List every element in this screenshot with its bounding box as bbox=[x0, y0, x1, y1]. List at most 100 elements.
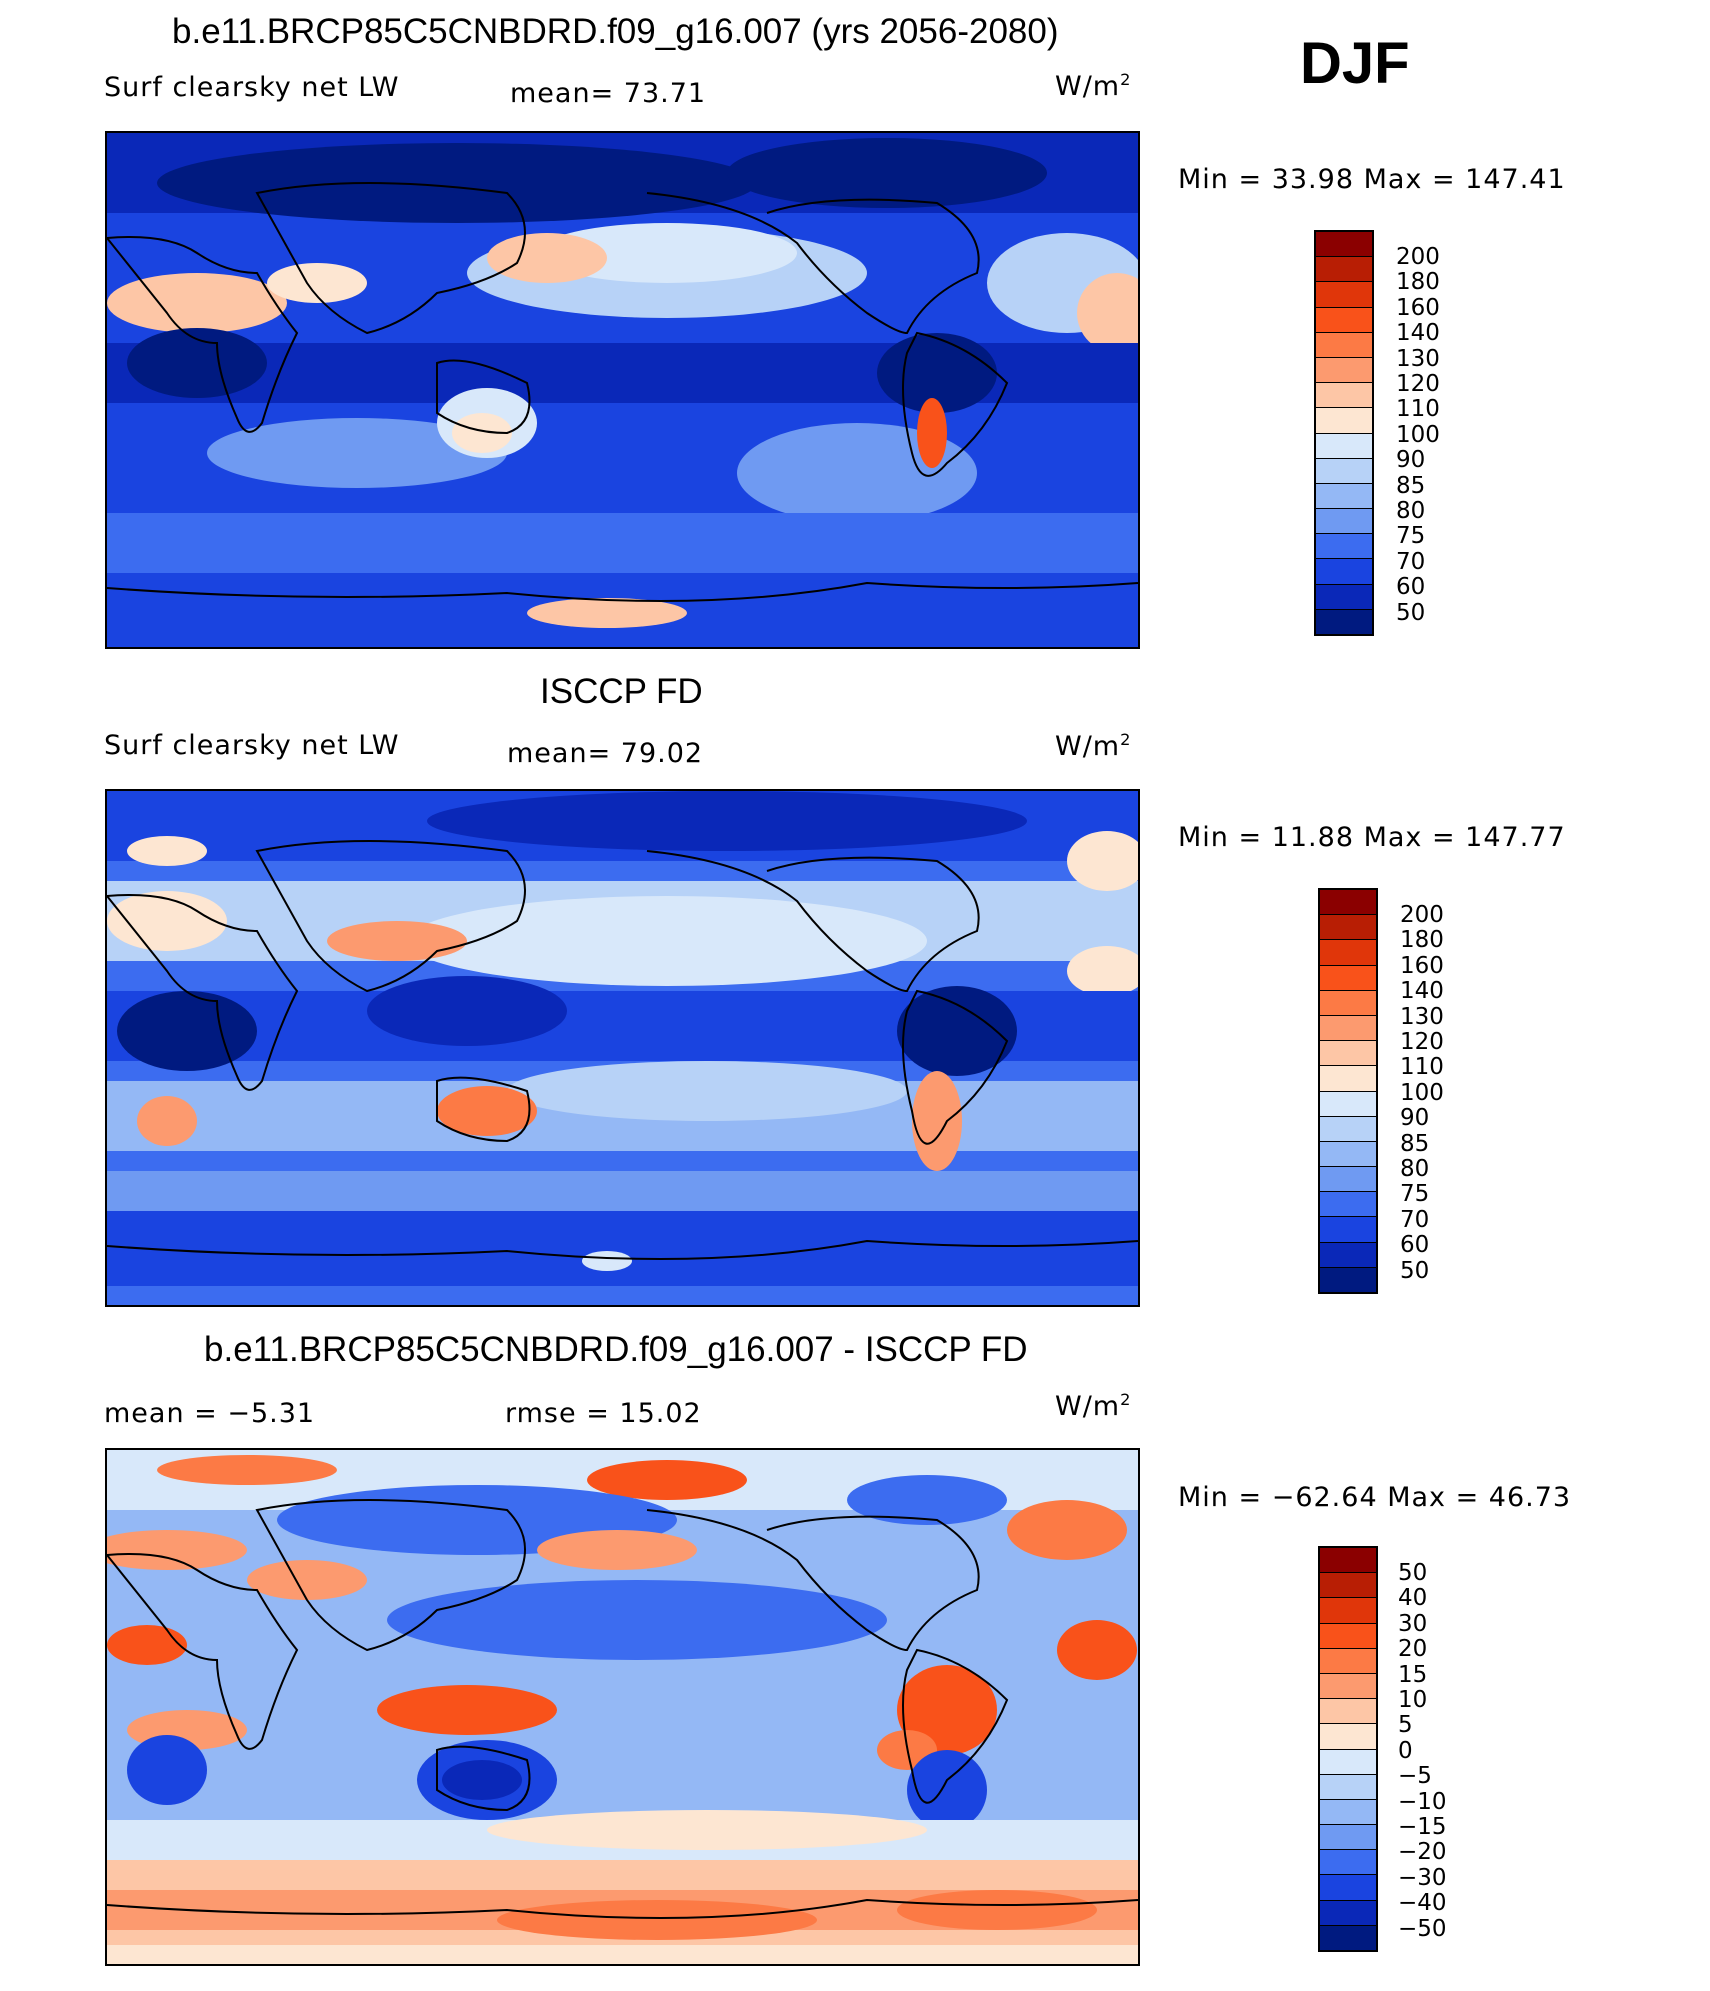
panel-diff-colorbar bbox=[1318, 1546, 1378, 1952]
colorbar-label: 180 bbox=[1396, 269, 1440, 296]
colorbar-swatch bbox=[1316, 609, 1372, 634]
panel-model-variable: Surf clearsky net LW bbox=[104, 72, 400, 103]
colorbar-swatch bbox=[1320, 1774, 1376, 1800]
colorbar-swatch bbox=[1320, 1015, 1376, 1042]
colorbar-label: −10 bbox=[1398, 1788, 1447, 1815]
colorbar-label: 50 bbox=[1396, 599, 1426, 626]
colorbar-label: 200 bbox=[1396, 244, 1440, 270]
colorbar-label: 80 bbox=[1400, 1156, 1430, 1182]
colorbar-swatch bbox=[1320, 1724, 1376, 1750]
colorbar-label: 10 bbox=[1398, 1687, 1428, 1713]
colorbar-swatch bbox=[1316, 307, 1372, 333]
panel-model-map-field bbox=[107, 133, 1138, 647]
colorbar-swatch bbox=[1316, 534, 1372, 560]
colorbar-swatch bbox=[1316, 357, 1372, 384]
colorbar-swatch bbox=[1320, 990, 1376, 1016]
panel-diff-map-field bbox=[107, 1450, 1138, 1964]
panel-obs-colorbar bbox=[1318, 888, 1378, 1294]
colorbar-swatch bbox=[1320, 1673, 1376, 1700]
colorbar-label: 50 bbox=[1400, 1257, 1430, 1284]
colorbar-label: −15 bbox=[1398, 1814, 1447, 1840]
colorbar-swatch bbox=[1320, 1041, 1376, 1067]
colorbar-label: 100 bbox=[1400, 1079, 1444, 1106]
colorbar-label: 60 bbox=[1400, 1232, 1430, 1259]
colorbar-swatch bbox=[1320, 1825, 1376, 1851]
colorbar-swatch bbox=[1320, 1548, 1376, 1574]
colorbar-label: 140 bbox=[1400, 978, 1444, 1005]
colorbar-label: 180 bbox=[1400, 927, 1444, 954]
colorbar-label: 120 bbox=[1400, 1029, 1444, 1055]
colorbar-label: −50 bbox=[1398, 1915, 1447, 1942]
colorbar-label: 70 bbox=[1400, 1206, 1430, 1233]
season-label: DJF bbox=[1300, 31, 1410, 96]
colorbar-swatch bbox=[1320, 1925, 1376, 1950]
panel-diff-map bbox=[105, 1448, 1140, 1966]
colorbar-label: 75 bbox=[1400, 1181, 1430, 1208]
colorbar-swatch bbox=[1316, 509, 1372, 535]
panel-model-mean: mean= 73.71 bbox=[510, 78, 707, 109]
colorbar-label: 120 bbox=[1396, 371, 1440, 397]
panel-diff-colorbar-labels: 50 40 30 20 15 10 5 0 −5 −10 −15 −20 −30… bbox=[1398, 1562, 1478, 1962]
colorbar-swatch bbox=[1320, 1242, 1376, 1268]
colorbar-swatch bbox=[1320, 1167, 1376, 1193]
panel-model-minmax: Min = 33.98 Max = 147.41 bbox=[1178, 164, 1566, 195]
colorbar-label: −30 bbox=[1398, 1864, 1447, 1891]
colorbar-swatch bbox=[1316, 408, 1372, 434]
colorbar-label: 70 bbox=[1396, 548, 1426, 575]
colorbar-label: 160 bbox=[1400, 952, 1444, 979]
colorbar-swatch bbox=[1320, 1267, 1376, 1292]
colorbar-swatch bbox=[1320, 1217, 1376, 1243]
colorbar-swatch bbox=[1320, 1699, 1376, 1725]
panel-model-colorbar bbox=[1314, 230, 1374, 636]
colorbar-swatch bbox=[1320, 1749, 1376, 1775]
colorbar-label: 60 bbox=[1396, 574, 1426, 601]
colorbar-swatch bbox=[1316, 383, 1372, 409]
colorbar-label: 200 bbox=[1400, 902, 1444, 928]
panel-obs-units: W/m2 bbox=[1055, 730, 1132, 762]
colorbar-swatch bbox=[1320, 1648, 1376, 1674]
colorbar-swatch bbox=[1316, 332, 1372, 358]
colorbar-label: 130 bbox=[1400, 1003, 1444, 1030]
colorbar-label: 75 bbox=[1396, 523, 1426, 550]
colorbar-label: 100 bbox=[1396, 421, 1440, 448]
panel-model-colorbar-labels: 200 180 160 140 130 120 110 100 90 85 80… bbox=[1396, 246, 1476, 646]
colorbar-swatch bbox=[1320, 1192, 1376, 1218]
colorbar-swatch bbox=[1320, 940, 1376, 966]
colorbar-label: 90 bbox=[1400, 1105, 1430, 1132]
colorbar-label: 85 bbox=[1396, 472, 1426, 499]
colorbar-swatch bbox=[1320, 1623, 1376, 1649]
panel-diff-title: b.e11.BRCP85C5CNBDRD.f09_g16.007 - ISCCP… bbox=[204, 1330, 1028, 1369]
panel-diff-rmse: rmse = 15.02 bbox=[505, 1398, 702, 1429]
colorbar-swatch bbox=[1320, 1799, 1376, 1826]
panel-diff-units: W/m2 bbox=[1055, 1390, 1132, 1422]
colorbar-swatch bbox=[1320, 1091, 1376, 1117]
colorbar-label: 110 bbox=[1396, 396, 1440, 423]
panel-model-map bbox=[105, 131, 1140, 649]
colorbar-swatch bbox=[1316, 282, 1372, 308]
colorbar-swatch bbox=[1320, 1573, 1376, 1599]
colorbar-label: 85 bbox=[1400, 1130, 1430, 1157]
colorbar-swatch bbox=[1320, 1141, 1376, 1168]
colorbar-swatch bbox=[1320, 915, 1376, 941]
colorbar-label: 140 bbox=[1396, 320, 1440, 347]
panel-obs-map-field bbox=[107, 791, 1138, 1305]
colorbar-swatch bbox=[1316, 483, 1372, 510]
colorbar-swatch bbox=[1320, 1850, 1376, 1876]
colorbar-swatch bbox=[1320, 1900, 1376, 1926]
colorbar-label: −40 bbox=[1398, 1890, 1447, 1917]
colorbar-label: 160 bbox=[1396, 294, 1440, 321]
colorbar-label: 50 bbox=[1398, 1560, 1428, 1586]
colorbar-swatch bbox=[1316, 559, 1372, 585]
colorbar-swatch bbox=[1316, 232, 1372, 258]
colorbar-label: 80 bbox=[1396, 498, 1426, 524]
panel-obs-variable: Surf clearsky net LW bbox=[104, 730, 400, 761]
colorbar-label: 110 bbox=[1400, 1054, 1444, 1081]
colorbar-swatch bbox=[1316, 458, 1372, 484]
colorbar-label: 0 bbox=[1398, 1737, 1413, 1764]
panel-diff-mean: mean = −5.31 bbox=[104, 1398, 316, 1429]
colorbar-swatch bbox=[1320, 890, 1376, 916]
colorbar-label: −5 bbox=[1398, 1763, 1432, 1790]
colorbar-swatch bbox=[1320, 1598, 1376, 1624]
colorbar-label: −20 bbox=[1398, 1839, 1447, 1866]
panel-obs-minmax: Min = 11.88 Max = 147.77 bbox=[1178, 822, 1566, 853]
